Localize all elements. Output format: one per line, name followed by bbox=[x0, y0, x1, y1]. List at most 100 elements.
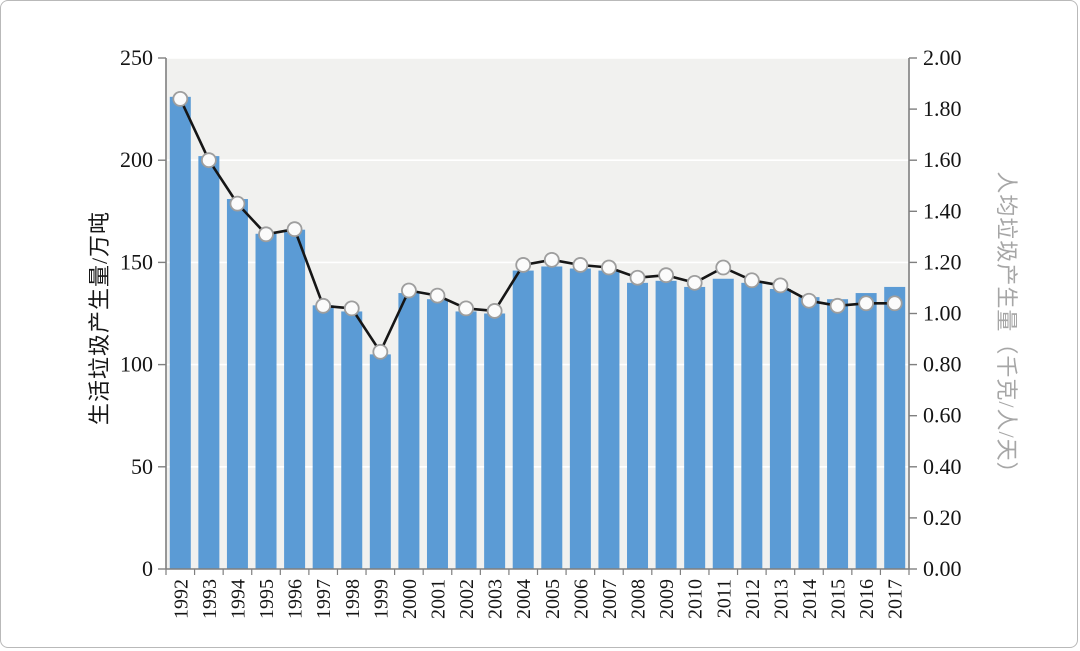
marker-2004 bbox=[515, 257, 532, 273]
marker-1996 bbox=[286, 221, 303, 238]
bar-1993 bbox=[198, 156, 220, 569]
bar-2009 bbox=[655, 280, 677, 569]
marker-2017 bbox=[886, 295, 903, 312]
marker-1999 bbox=[372, 343, 389, 360]
marker-1995 bbox=[258, 226, 274, 243]
marker-2002 bbox=[458, 300, 474, 317]
x-tick-label-2009: 2009 bbox=[656, 579, 678, 619]
right-tick-label: 0.80 bbox=[923, 352, 962, 377]
right-tick-label: 1.00 bbox=[923, 301, 962, 326]
x-tick-label-2008: 2008 bbox=[628, 579, 650, 619]
x-tick-label-2014: 2014 bbox=[799, 579, 821, 619]
bar-2005 bbox=[541, 266, 563, 569]
left-axis-title: 生活垃圾产生量/万吨 bbox=[87, 210, 112, 426]
marker-2008 bbox=[629, 269, 646, 286]
x-tick-label-1993: 1993 bbox=[199, 579, 221, 619]
bar-1997 bbox=[312, 305, 334, 569]
marker-2006 bbox=[572, 257, 589, 273]
right-tick-label: 0.00 bbox=[923, 556, 962, 581]
left-tick-label: 250 bbox=[120, 45, 153, 70]
bar-2000 bbox=[398, 293, 420, 569]
marker-1994 bbox=[229, 195, 246, 212]
bar-2001 bbox=[426, 299, 448, 569]
x-tick-label-2005: 2005 bbox=[542, 579, 564, 619]
x-tick-label-2006: 2006 bbox=[570, 579, 592, 619]
x-tick-label-2013: 2013 bbox=[770, 579, 792, 619]
bar-2015 bbox=[827, 299, 849, 569]
x-tick-label-1999: 1999 bbox=[370, 579, 392, 619]
marker-2011 bbox=[715, 259, 732, 276]
x-tick-label-1997: 1997 bbox=[313, 579, 335, 619]
bar-2014 bbox=[798, 297, 820, 569]
x-tick-label-2001: 2001 bbox=[427, 579, 449, 619]
right-tick-label: 0.60 bbox=[923, 403, 962, 428]
x-tick-label-1995: 1995 bbox=[256, 579, 278, 619]
marker-2012 bbox=[743, 272, 760, 289]
left-tick-label: 150 bbox=[120, 249, 153, 274]
marker-2001 bbox=[429, 287, 446, 304]
bar-2002 bbox=[455, 311, 477, 569]
x-tick-label-2011: 2011 bbox=[713, 579, 735, 618]
x-tick-label-1996: 1996 bbox=[285, 579, 307, 619]
right-tick-label: 2.00 bbox=[923, 45, 962, 70]
right-tick-label: 1.80 bbox=[923, 96, 962, 121]
bar-2007 bbox=[598, 270, 620, 569]
x-tick-label-2010: 2010 bbox=[685, 579, 707, 619]
left-tick-label: 100 bbox=[120, 352, 153, 377]
bar-2004 bbox=[512, 270, 534, 569]
plot-area bbox=[166, 58, 909, 569]
marker-2009 bbox=[658, 267, 674, 284]
marker-2007 bbox=[601, 259, 617, 276]
bar-1995 bbox=[255, 233, 277, 569]
right-axis-title: 人均垃圾产生量（千克/人/天） bbox=[994, 171, 1019, 485]
marker-2016 bbox=[858, 295, 875, 312]
bar-1992 bbox=[169, 96, 191, 569]
bar-2011 bbox=[712, 278, 734, 569]
x-tick-label-1994: 1994 bbox=[227, 579, 249, 619]
marker-1992 bbox=[172, 90, 189, 107]
x-tick-label-2017: 2017 bbox=[885, 579, 907, 619]
x-tick-label-2003: 2003 bbox=[485, 579, 507, 619]
x-tick-label-2012: 2012 bbox=[742, 579, 764, 619]
x-tick-label-2000: 2000 bbox=[399, 579, 421, 619]
x-tick-label-2016: 2016 bbox=[856, 579, 878, 619]
left-tick-label: 200 bbox=[120, 147, 153, 172]
bar-1996 bbox=[284, 229, 306, 570]
left-tick-label: 50 bbox=[131, 454, 153, 479]
marker-2010 bbox=[686, 274, 703, 291]
right-tick-label: 1.20 bbox=[923, 249, 962, 274]
x-tick-label-2015: 2015 bbox=[828, 579, 850, 619]
bar-2006 bbox=[569, 268, 591, 569]
x-tick-label-2007: 2007 bbox=[599, 579, 621, 619]
marker-2013 bbox=[772, 277, 789, 294]
bar-1998 bbox=[341, 311, 363, 569]
bar-2010 bbox=[684, 286, 706, 569]
right-tick-label: 1.60 bbox=[923, 147, 962, 172]
marker-2000 bbox=[401, 282, 417, 299]
x-tick-label-1992: 1992 bbox=[170, 579, 192, 619]
bar-2003 bbox=[484, 313, 506, 569]
bar-2017 bbox=[884, 286, 906, 569]
bar-2008 bbox=[627, 282, 649, 569]
right-tick-label: 0.40 bbox=[923, 454, 962, 479]
x-tick-label-2004: 2004 bbox=[513, 579, 535, 619]
x-tick-label-1998: 1998 bbox=[342, 579, 364, 619]
bar-1994 bbox=[226, 199, 248, 569]
marker-1998 bbox=[343, 300, 360, 317]
marker-1997 bbox=[315, 297, 332, 314]
left-tick-label: 0 bbox=[142, 556, 153, 581]
bar-2012 bbox=[741, 282, 763, 569]
bar-2016 bbox=[855, 293, 877, 569]
marker-2003 bbox=[486, 303, 503, 319]
marker-2015 bbox=[829, 297, 846, 314]
x-tick-label-2002: 2002 bbox=[456, 579, 478, 619]
marker-1993 bbox=[200, 152, 217, 169]
right-tick-label: 1.40 bbox=[923, 198, 962, 223]
marker-2014 bbox=[801, 292, 817, 309]
bar-1999 bbox=[369, 354, 391, 569]
marker-2005 bbox=[543, 251, 560, 268]
bar-2013 bbox=[769, 288, 791, 569]
right-tick-label: 0.20 bbox=[923, 505, 962, 530]
